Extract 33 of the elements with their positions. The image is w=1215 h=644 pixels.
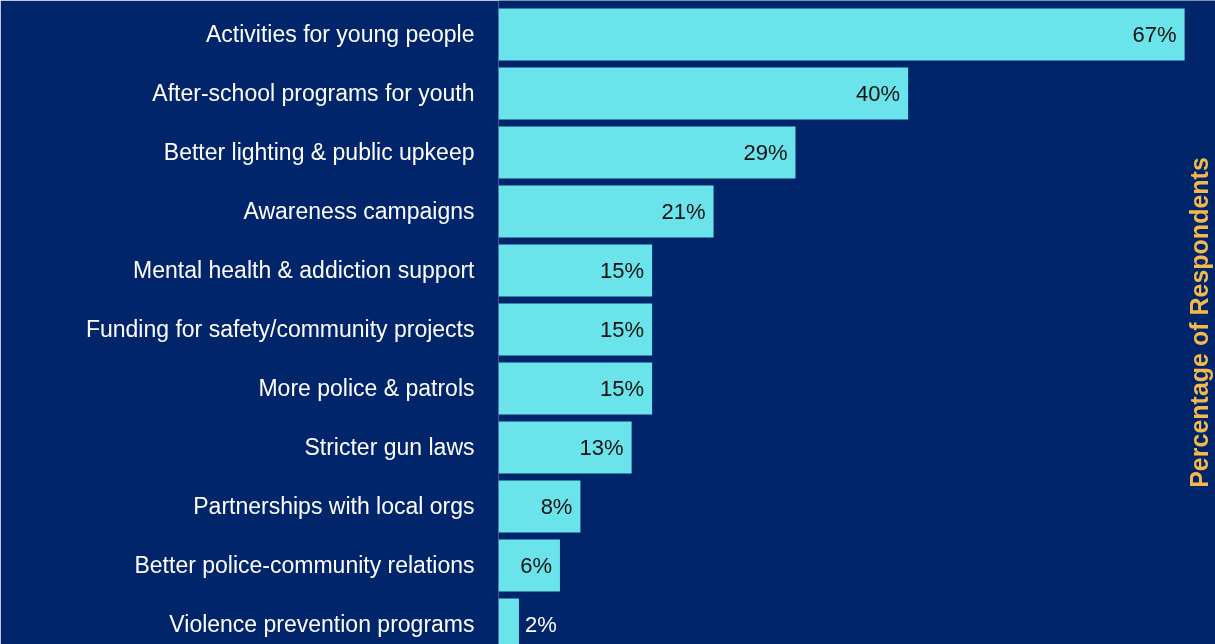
- y-tick-label: Partnerships with local orgs: [193, 493, 475, 520]
- y-tick-label: More police & patrols: [258, 375, 475, 402]
- bar: [498, 303, 653, 356]
- y-tick-label: Better police-community relations: [134, 552, 475, 579]
- data-label: 15%: [600, 375, 645, 401]
- bar: [498, 421, 632, 474]
- data-label: 40%: [856, 80, 901, 106]
- y-tick-label: Better lighting & public upkeep: [163, 139, 475, 166]
- y-tick-label: Violence prevention programs: [169, 611, 475, 638]
- bar: [498, 362, 653, 415]
- y-tick-label: Stricter gun laws: [304, 434, 475, 461]
- data-label: 13%: [579, 434, 624, 460]
- y-tick-label: Activities for young people: [206, 21, 475, 48]
- data-label: 21%: [661, 198, 706, 224]
- y-tick-label: After-school programs for youth: [152, 80, 475, 107]
- data-label: 15%: [600, 316, 645, 342]
- data-label: 67%: [1132, 21, 1177, 47]
- bar: [498, 480, 581, 533]
- y-tick-label: Awareness campaigns: [243, 198, 475, 225]
- y-tick-label: Funding for safety/community projects: [85, 316, 475, 343]
- data-label: 29%: [743, 139, 788, 165]
- bar: [498, 185, 714, 238]
- y-axis-title: Percentage of Respondents: [1184, 157, 1213, 488]
- bar: [498, 244, 653, 297]
- y-tick-label: Mental health & addiction support: [133, 257, 476, 284]
- data-label: 6%: [520, 552, 552, 578]
- data-label: 8%: [540, 493, 573, 519]
- bar: [498, 8, 1185, 61]
- bar: [498, 539, 560, 592]
- bar: [498, 67, 909, 120]
- data-label: 2%: [524, 611, 557, 637]
- data-label: 15%: [600, 257, 645, 283]
- bar: [498, 126, 796, 179]
